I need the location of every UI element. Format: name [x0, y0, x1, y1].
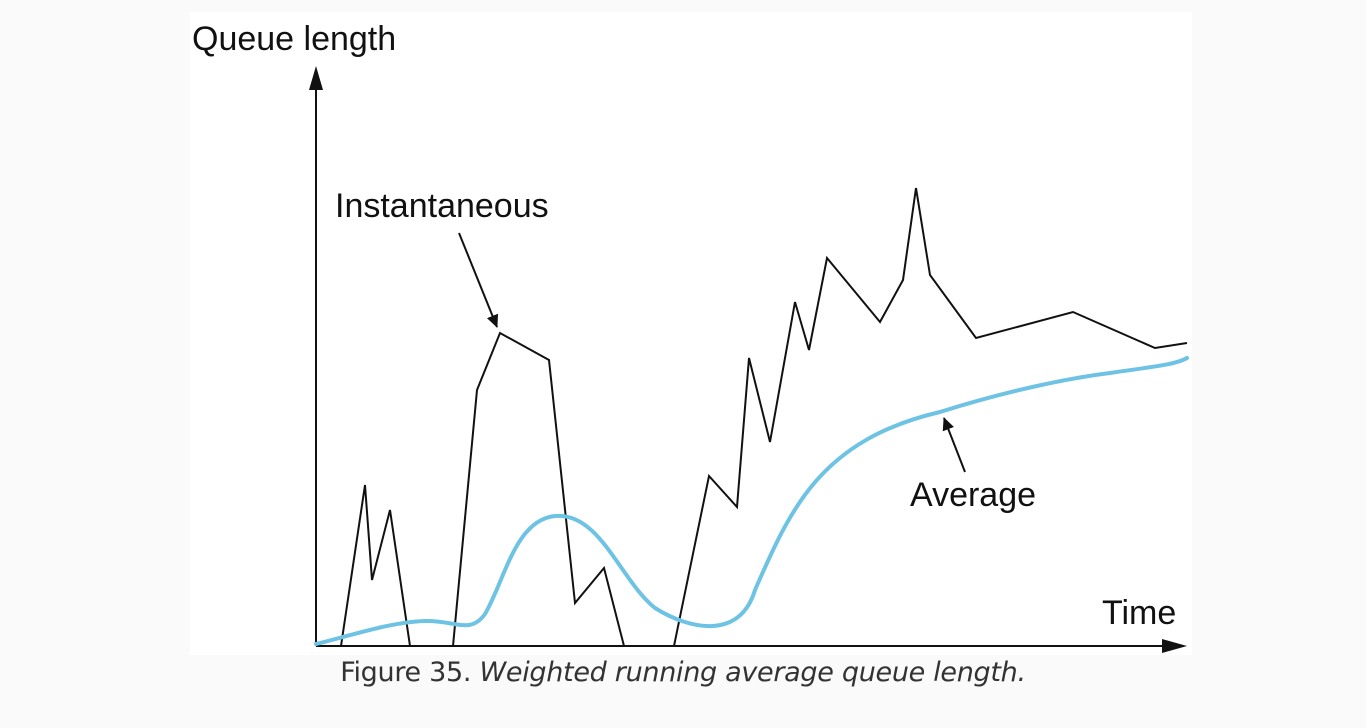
instantaneous-label: Instantaneous [335, 187, 549, 225]
instantaneous-pointer-arrow [458, 232, 499, 328]
x-axis-label: Time [1102, 594, 1176, 632]
y-axis-label: Queue length [192, 20, 396, 58]
instantaneous-queue-line [340, 187, 1188, 647]
figure-caption: Figure 35. Weighted running average queu… [0, 657, 1366, 688]
caption-text: Weighted running average queue length. [479, 657, 1026, 688]
average-label: Average [910, 476, 1036, 514]
figure-panel [190, 12, 1192, 655]
average-pointer-arrow [942, 417, 966, 473]
x-axis-arrowhead [1162, 639, 1187, 653]
caption-label: Figure 35. [340, 657, 472, 688]
y-axis-arrowhead [309, 66, 323, 90]
average-queue-curve [314, 356, 1189, 646]
